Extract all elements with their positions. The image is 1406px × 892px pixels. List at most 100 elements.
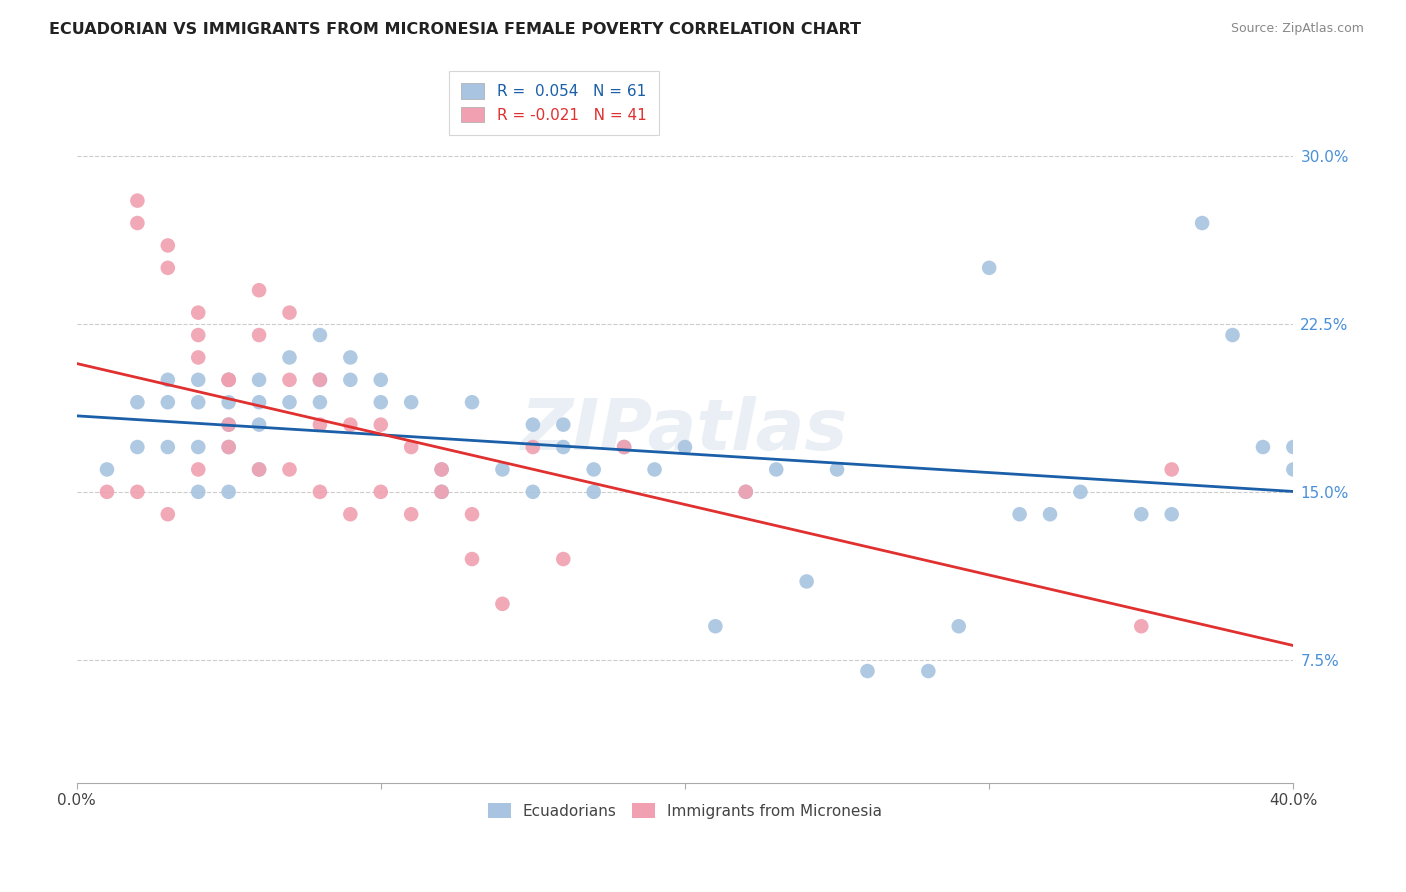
Point <box>430 484 453 499</box>
Text: ECUADORIAN VS IMMIGRANTS FROM MICRONESIA FEMALE POVERTY CORRELATION CHART: ECUADORIAN VS IMMIGRANTS FROM MICRONESIA… <box>49 22 862 37</box>
Point <box>247 373 270 387</box>
Point <box>187 440 209 454</box>
Point <box>309 417 332 432</box>
Point <box>247 395 270 409</box>
Point <box>278 351 301 365</box>
Point <box>856 664 879 678</box>
Point <box>247 462 270 476</box>
Point <box>247 283 270 297</box>
Point <box>1282 462 1305 476</box>
Point <box>1008 508 1031 522</box>
Point <box>491 462 513 476</box>
Point <box>399 395 422 409</box>
Point <box>218 417 240 432</box>
Point <box>218 417 240 432</box>
Point <box>553 417 575 432</box>
Point <box>1160 462 1182 476</box>
Point <box>156 238 179 252</box>
Point <box>553 440 575 454</box>
Point <box>765 462 787 476</box>
Point <box>734 484 756 499</box>
Point <box>979 260 1001 275</box>
Point <box>1069 484 1091 499</box>
Point <box>127 194 149 208</box>
Point <box>825 462 848 476</box>
Point <box>339 373 361 387</box>
Point <box>278 395 301 409</box>
Text: ZIPatlas: ZIPatlas <box>522 396 849 465</box>
Point <box>156 508 179 522</box>
Point <box>370 484 392 499</box>
Point <box>309 484 332 499</box>
Point <box>522 484 544 499</box>
Text: Source: ZipAtlas.com: Source: ZipAtlas.com <box>1230 22 1364 36</box>
Point <box>430 462 453 476</box>
Point <box>127 216 149 230</box>
Point <box>1130 619 1153 633</box>
Point <box>430 462 453 476</box>
Point <box>1130 508 1153 522</box>
Point <box>613 440 636 454</box>
Point <box>734 484 756 499</box>
Point <box>156 260 179 275</box>
Point <box>309 373 332 387</box>
Point <box>218 373 240 387</box>
Point <box>553 552 575 566</box>
Point <box>673 440 696 454</box>
Point <box>127 395 149 409</box>
Point <box>522 417 544 432</box>
Point <box>187 351 209 365</box>
Point <box>127 440 149 454</box>
Point <box>247 462 270 476</box>
Point <box>461 552 484 566</box>
Point <box>917 664 939 678</box>
Point <box>187 328 209 343</box>
Point <box>430 484 453 499</box>
Point <box>187 305 209 319</box>
Point <box>187 462 209 476</box>
Point <box>522 440 544 454</box>
Point <box>461 508 484 522</box>
Point <box>278 305 301 319</box>
Point <box>399 508 422 522</box>
Point <box>218 373 240 387</box>
Point <box>218 440 240 454</box>
Point <box>370 373 392 387</box>
Point <box>218 373 240 387</box>
Point <box>218 440 240 454</box>
Point <box>218 395 240 409</box>
Point <box>704 619 727 633</box>
Point <box>309 395 332 409</box>
Point <box>127 484 149 499</box>
Point <box>370 417 392 432</box>
Point <box>156 440 179 454</box>
Point <box>644 462 666 476</box>
Point <box>948 619 970 633</box>
Point <box>1160 508 1182 522</box>
Point <box>96 484 118 499</box>
Point <box>309 328 332 343</box>
Point <box>1222 328 1244 343</box>
Point <box>339 508 361 522</box>
Point <box>156 373 179 387</box>
Point <box>187 484 209 499</box>
Point <box>247 417 270 432</box>
Point <box>796 574 818 589</box>
Point <box>247 328 270 343</box>
Point <box>399 440 422 454</box>
Point <box>370 395 392 409</box>
Point <box>339 351 361 365</box>
Point <box>582 484 605 499</box>
Point <box>218 484 240 499</box>
Point <box>1191 216 1213 230</box>
Point <box>339 417 361 432</box>
Point <box>1039 508 1062 522</box>
Point <box>309 373 332 387</box>
Point <box>187 395 209 409</box>
Point <box>491 597 513 611</box>
Point <box>1282 440 1305 454</box>
Point <box>278 462 301 476</box>
Point <box>613 440 636 454</box>
Point <box>461 395 484 409</box>
Point <box>582 462 605 476</box>
